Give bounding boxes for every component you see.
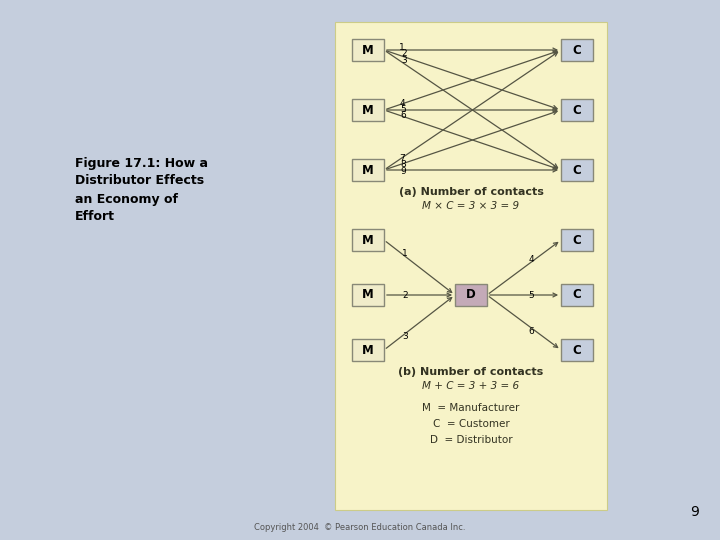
- FancyBboxPatch shape: [352, 284, 384, 306]
- FancyBboxPatch shape: [352, 99, 384, 121]
- Text: (b) Number of contacts: (b) Number of contacts: [398, 367, 544, 377]
- Text: M: M: [362, 44, 374, 57]
- Text: 6: 6: [400, 111, 406, 120]
- Text: M: M: [362, 288, 374, 301]
- FancyBboxPatch shape: [352, 229, 384, 251]
- Text: M: M: [362, 164, 374, 177]
- FancyBboxPatch shape: [455, 284, 487, 306]
- FancyBboxPatch shape: [561, 229, 593, 251]
- Text: 5: 5: [400, 105, 406, 113]
- Text: 1: 1: [402, 249, 408, 258]
- Text: 9: 9: [690, 505, 699, 519]
- Text: Figure 17.1: How a
Distributor Effects
an Economy of
Effort: Figure 17.1: How a Distributor Effects a…: [75, 157, 208, 224]
- Text: 6: 6: [528, 327, 534, 335]
- Text: 4: 4: [528, 254, 534, 264]
- Text: Copyright 2004  © Pearson Education Canada Inc.: Copyright 2004 © Pearson Education Canad…: [254, 523, 466, 532]
- Text: C: C: [572, 164, 581, 177]
- Text: M: M: [362, 233, 374, 246]
- Text: 1: 1: [400, 44, 405, 52]
- Text: M + C = 3 + 3 = 6: M + C = 3 + 3 = 6: [423, 381, 520, 391]
- Text: M: M: [362, 343, 374, 356]
- Text: 8: 8: [400, 160, 406, 168]
- Text: 3: 3: [401, 56, 407, 65]
- Text: 3: 3: [402, 332, 408, 341]
- FancyBboxPatch shape: [561, 284, 593, 306]
- FancyBboxPatch shape: [561, 39, 593, 61]
- Text: M: M: [362, 104, 374, 117]
- FancyBboxPatch shape: [335, 22, 607, 510]
- Text: 4: 4: [400, 99, 405, 107]
- Text: 2: 2: [401, 49, 407, 58]
- Text: 2: 2: [402, 291, 408, 300]
- Text: D  = Distributor: D = Distributor: [430, 435, 513, 445]
- Text: C  = Customer: C = Customer: [433, 419, 509, 429]
- FancyBboxPatch shape: [561, 159, 593, 181]
- FancyBboxPatch shape: [561, 339, 593, 361]
- FancyBboxPatch shape: [561, 99, 593, 121]
- Text: D: D: [466, 288, 476, 301]
- FancyBboxPatch shape: [352, 159, 384, 181]
- Text: M × C = 3 × 3 = 9: M × C = 3 × 3 = 9: [423, 201, 520, 211]
- Text: C: C: [572, 233, 581, 246]
- Text: 9: 9: [400, 167, 406, 177]
- Text: C: C: [572, 44, 581, 57]
- Text: C: C: [572, 343, 581, 356]
- FancyBboxPatch shape: [352, 339, 384, 361]
- Text: C: C: [572, 288, 581, 301]
- Text: (a) Number of contacts: (a) Number of contacts: [399, 187, 544, 197]
- Text: M  = Manufacturer: M = Manufacturer: [423, 403, 520, 413]
- Text: 7: 7: [400, 154, 405, 163]
- Text: C: C: [572, 104, 581, 117]
- FancyBboxPatch shape: [352, 39, 384, 61]
- Text: 5: 5: [528, 291, 534, 300]
